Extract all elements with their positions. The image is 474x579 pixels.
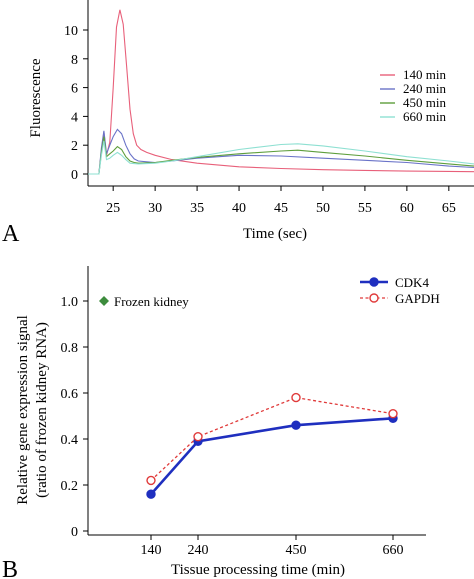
y-tick-label: 0 [71, 168, 78, 183]
series-line-660-min [88, 140, 474, 175]
legend-swatch-marker [369, 293, 379, 303]
y-tick-label: 4 [71, 110, 78, 125]
panel-a-y-axis-label: Fluorescence [28, 58, 44, 137]
panel-b-y-ticks: 0 0.2 0.4 0.6 0.8 1.0 [61, 295, 88, 540]
x-tick-label: 45 [274, 201, 288, 216]
x-tick-label: 35 [190, 201, 204, 216]
panel-b-x-ticks: 140 240 450 660 [141, 535, 404, 558]
panel-a-y-ticks: 0 2 4 6 8 10 [64, 24, 88, 183]
legend-label: GAPDH [395, 291, 440, 306]
y-tick-label: 0.4 [61, 433, 79, 448]
y-tick-label: 2 [71, 139, 78, 154]
y-tick-label: 0.6 [61, 387, 79, 402]
data-point-GAPDH [291, 392, 301, 403]
data-point-GAPDH [193, 432, 203, 442]
series-line-CDK4 [150, 417, 394, 496]
data-point-CDK4 [146, 489, 156, 499]
series-line-GAPDH [150, 396, 394, 481]
x-tick-label: 60 [400, 201, 414, 216]
legend-label: 660 min [403, 109, 446, 124]
x-tick-label: 50 [316, 201, 330, 216]
panel-b-y-axis-label-line1: Relative gene expression signal [15, 315, 31, 505]
x-tick-label: 25 [106, 201, 120, 216]
panel-b-series [146, 392, 398, 499]
panel-b: 140 240 450 660 00.20.40.60.81.0 CDK4GAPDH … [2, 266, 440, 579]
frozen-kidney-label: Frozen kidney [114, 294, 189, 309]
y-tick-label: 1.0 [61, 295, 79, 310]
y-tick-label: 10 [64, 24, 78, 39]
x-tick-label: 660 [383, 543, 404, 558]
panel-a-x-ticks: 25 30 35 40 45 50 55 60 65 [106, 186, 456, 216]
panel-b-reference: Frozen kidney [99, 294, 189, 309]
panel-a-x-axis-label: Time (sec) [243, 226, 307, 242]
y-tick-label: 0 [71, 525, 78, 540]
panel-a-letter: A [2, 221, 20, 247]
data-point-GAPDH [388, 409, 398, 419]
x-tick-label: 450 [286, 543, 307, 558]
x-tick-label: 55 [358, 201, 372, 216]
x-tick-label: 40 [232, 201, 246, 216]
x-tick-label: 30 [148, 201, 162, 216]
legend-label: 140 min [403, 67, 446, 82]
y-tick-label: 0.8 [61, 341, 79, 356]
frozen-kidney-marker [99, 296, 109, 306]
legend-label: 450 min [403, 95, 446, 110]
x-tick-label: 140 [141, 543, 162, 558]
panel-a-series [88, 9, 474, 175]
y-tick-label: 0.2 [61, 479, 79, 494]
legend-swatch-marker [369, 277, 379, 287]
y-tick-label: 8 [71, 53, 78, 68]
x-tick-label: 240 [188, 543, 209, 558]
panel-b-letter: B [2, 557, 18, 579]
panel-b-y-axis-label-line2: (ratio of frozen kidney RNA) [34, 322, 50, 498]
data-point-CDK4 [291, 420, 301, 430]
y-tick-label: 6 [71, 82, 78, 97]
data-point-GAPDH [146, 475, 156, 486]
legend-label: 240 min [403, 81, 446, 96]
panel-b-x-axis-label: Tissue processing time (min) [171, 562, 345, 578]
x-tick-label: 65 [442, 201, 456, 216]
legend-label: CDK4 [395, 275, 429, 290]
